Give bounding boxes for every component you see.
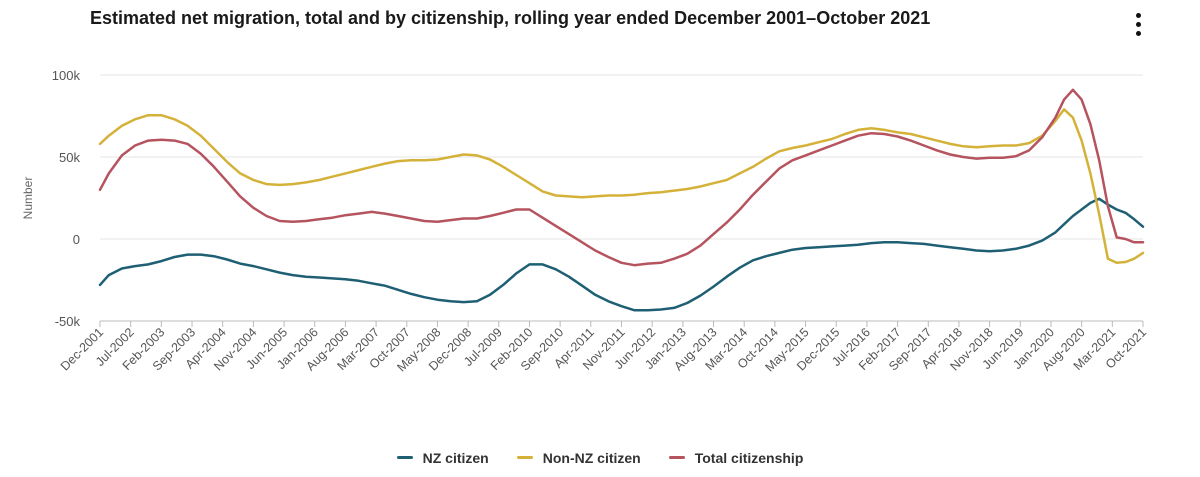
- legend: NZ citizen Non-NZ citizen Total citizenshi…: [0, 446, 1200, 466]
- y-axis-ticks: 100k 50k 0 -50k: [52, 68, 81, 329]
- legend-item-total-citizenship[interactable]: Total citizenship: [668, 449, 804, 466]
- y-axis-title: Number: [21, 177, 35, 220]
- legend-item-non-nz-citizen[interactable]: Non-NZ citizen: [516, 449, 641, 466]
- legend-swatch: [396, 456, 413, 459]
- y-tick-label: 0: [73, 232, 80, 247]
- series-line-total-citizenship[interactable]: [98, 88, 1145, 267]
- series-line-nz-citizen[interactable]: [98, 197, 1145, 312]
- x-axis: Dec-2001Jul-2002Feb-2003Sep-2003Apr-2004…: [58, 320, 1149, 374]
- y-tick-label: -50k: [55, 314, 81, 329]
- more-options-icon[interactable]: [1128, 10, 1148, 38]
- series-lines: [98, 88, 1145, 312]
- grid-lines: [100, 74, 1143, 322]
- legend-label: Total citizenship: [694, 449, 804, 466]
- legend-item-nz-citizen[interactable]: NZ citizen: [396, 449, 489, 466]
- series-line-non-nz-citizen[interactable]: [98, 108, 1145, 265]
- legend-label: Non-NZ citizen: [542, 449, 641, 466]
- legend-label: NZ citizen: [422, 449, 489, 466]
- legend-swatch: [668, 456, 685, 459]
- line-chart: 100k 50k 0 -50k Dec-2001Jul-2002Feb-2003Sep…: [21, 68, 1149, 374]
- legend-swatch: [516, 456, 533, 459]
- y-tick-label: 100k: [52, 68, 81, 83]
- chart-title: Estimated net migration, total and by ci…: [90, 8, 931, 28]
- y-tick-label: 50k: [59, 150, 80, 165]
